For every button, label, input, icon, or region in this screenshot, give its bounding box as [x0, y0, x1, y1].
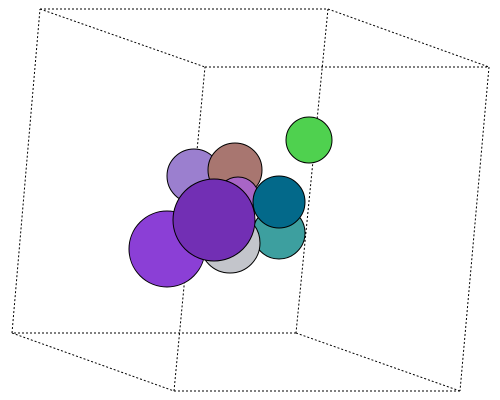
box-edge-back-right [295, 8, 329, 334]
box-edge-front-right [459, 66, 490, 392]
bounding-box [11, 8, 490, 392]
sphere-light-green [285, 116, 333, 164]
box-edge-back-left [11, 8, 41, 334]
sphere-cluster [128, 116, 333, 288]
box-edge-connector-top-left [39, 8, 206, 68]
sphere-petrol-blue [252, 175, 306, 229]
box-edge-connector-bottom-right [295, 332, 461, 392]
sphere-indigo [172, 178, 256, 262]
box-edge-connector-top-right [327, 8, 490, 68]
box-edge-connector-bottom-left [11, 332, 175, 392]
